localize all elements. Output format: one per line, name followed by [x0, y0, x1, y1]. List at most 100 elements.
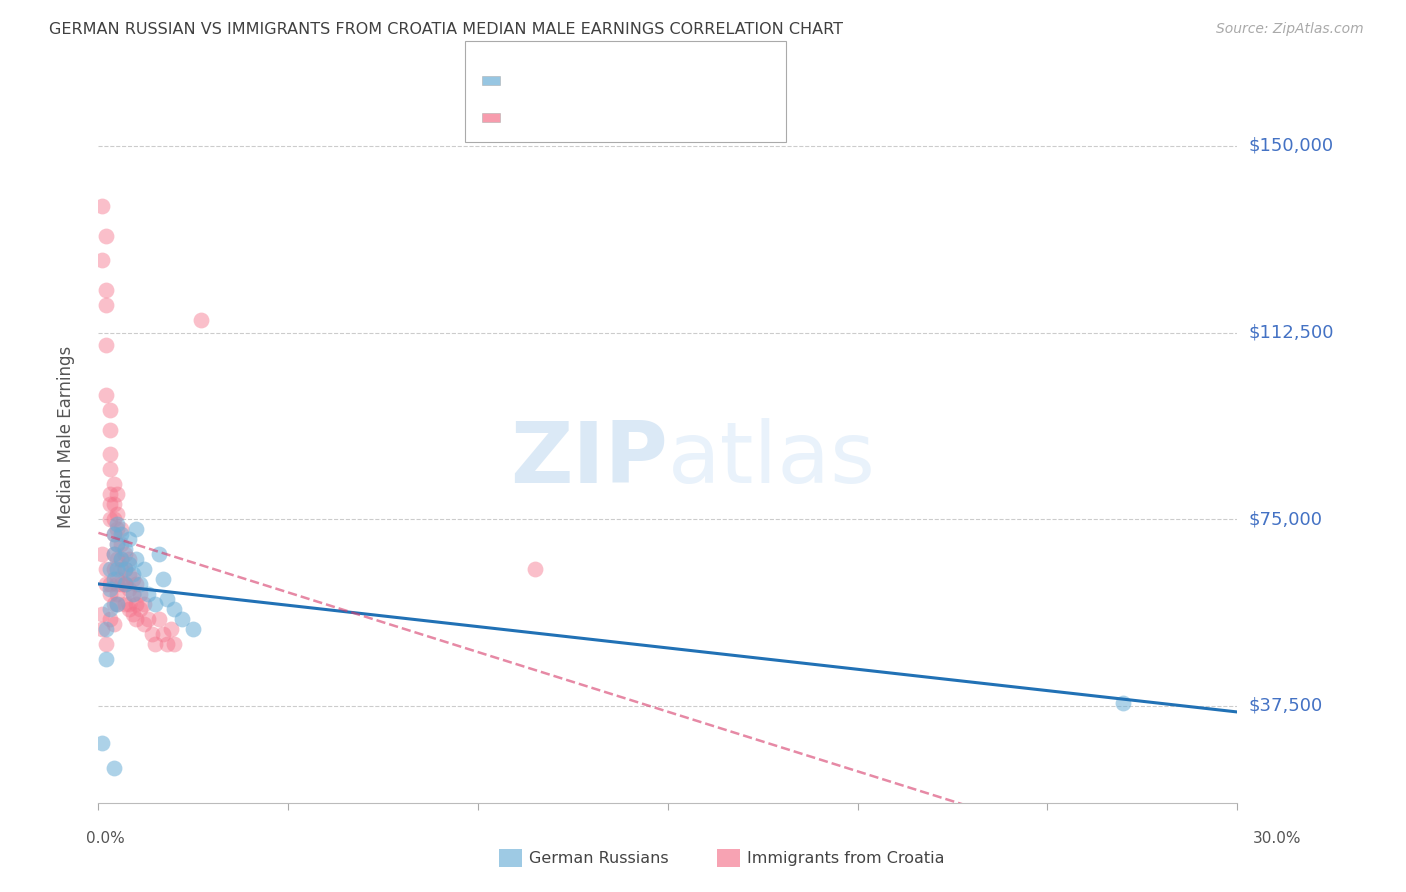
Point: [103, 547, 125, 561]
Point: [118, 566, 141, 581]
Text: $150,000: $150,000: [1249, 137, 1333, 155]
Point: [94, 298, 117, 312]
Point: [121, 587, 143, 601]
Point: [107, 597, 129, 611]
Point: [98, 601, 121, 615]
Point: [125, 577, 148, 591]
Point: [152, 626, 174, 640]
Point: [98, 582, 121, 596]
Point: [129, 601, 152, 615]
Point: [107, 537, 129, 551]
Point: [107, 537, 129, 551]
Point: [91, 199, 114, 213]
Point: [114, 597, 136, 611]
Point: [94, 636, 117, 650]
Point: [125, 597, 148, 611]
Text: N =: N =: [633, 64, 672, 82]
Point: [110, 537, 132, 551]
Point: [98, 587, 121, 601]
Point: [183, 622, 205, 636]
Point: [129, 587, 152, 601]
Point: [103, 761, 125, 775]
Point: [103, 562, 125, 576]
Point: [114, 562, 136, 576]
Text: Source: ZipAtlas.com: Source: ZipAtlas.com: [1216, 22, 1364, 37]
Point: [132, 616, 155, 631]
Text: R =: R =: [505, 64, 543, 82]
Point: [107, 507, 129, 521]
Point: [141, 626, 163, 640]
Point: [107, 597, 129, 611]
Text: $75,000: $75,000: [1249, 510, 1323, 528]
Point: [94, 562, 117, 576]
Text: ZIP: ZIP: [510, 417, 668, 500]
Point: [118, 557, 141, 571]
Text: $37,500: $37,500: [1249, 697, 1323, 714]
Point: [91, 253, 114, 268]
Point: [103, 477, 125, 491]
Point: [125, 612, 148, 626]
Point: [107, 577, 129, 591]
Point: [98, 577, 121, 591]
Point: [114, 562, 136, 576]
Point: [121, 572, 143, 586]
Point: [94, 228, 117, 243]
Point: [94, 622, 117, 636]
Point: [91, 736, 114, 750]
Point: [121, 566, 143, 581]
Point: [132, 562, 155, 576]
Point: [163, 636, 186, 650]
Point: [107, 562, 129, 576]
Point: [94, 651, 117, 665]
Point: [110, 552, 132, 566]
Point: [136, 587, 159, 601]
Point: [110, 527, 132, 541]
Text: 36: 36: [679, 64, 703, 82]
Point: [118, 582, 141, 596]
Point: [91, 547, 114, 561]
Point: [148, 612, 170, 626]
Point: [98, 562, 121, 576]
Point: [103, 547, 125, 561]
Point: [145, 597, 167, 611]
Point: [1112, 696, 1135, 710]
Point: [103, 512, 125, 526]
Point: [114, 577, 136, 591]
Point: [129, 577, 152, 591]
Text: $112,500: $112,500: [1249, 324, 1334, 342]
Point: [107, 587, 129, 601]
Point: [121, 607, 143, 621]
Point: [107, 552, 129, 566]
Text: 75: 75: [679, 102, 703, 120]
Point: [103, 572, 125, 586]
Y-axis label: Median Male Earnings: Median Male Earnings: [56, 346, 75, 528]
Point: [110, 522, 132, 536]
Text: 0.0%: 0.0%: [86, 831, 125, 847]
Point: [121, 587, 143, 601]
Point: [98, 462, 121, 476]
Point: [107, 517, 129, 532]
Point: [94, 388, 117, 402]
Text: 30.0%: 30.0%: [1253, 831, 1301, 847]
Point: [110, 552, 132, 566]
Point: [118, 552, 141, 566]
Text: N =: N =: [633, 102, 672, 120]
Point: [98, 497, 121, 511]
Point: [114, 577, 136, 591]
Point: [125, 522, 148, 536]
Point: [110, 577, 132, 591]
Point: [103, 527, 125, 541]
Point: [156, 636, 179, 650]
Point: [98, 423, 121, 437]
Text: R =: R =: [505, 102, 543, 120]
Point: [114, 577, 136, 591]
Point: [91, 607, 114, 621]
Point: [103, 527, 125, 541]
Point: [163, 601, 186, 615]
Point: [103, 497, 125, 511]
Point: [190, 313, 212, 327]
Text: German Russians: German Russians: [529, 851, 668, 865]
Point: [94, 338, 117, 352]
Text: -0.185: -0.185: [555, 64, 617, 82]
Point: [103, 597, 125, 611]
